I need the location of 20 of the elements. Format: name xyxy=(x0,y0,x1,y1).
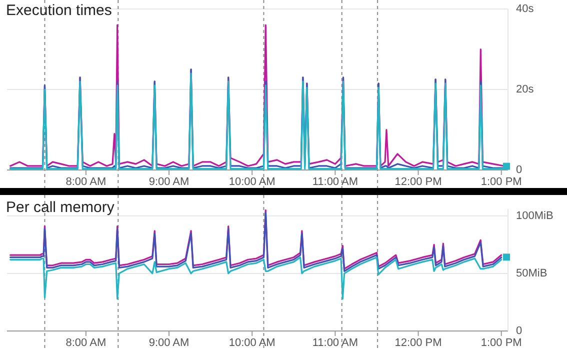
y-tick-label: 20s xyxy=(516,83,534,96)
y-tick-label: 100MiB xyxy=(516,210,554,222)
y-tick-label: 0 xyxy=(516,324,522,337)
x-tick-label: 12:00 PM xyxy=(394,176,442,188)
chart-title: Per call memory xyxy=(6,199,115,216)
x-tick-label: 11:00 AM xyxy=(312,176,358,188)
x-tick-label: 9:00 AM xyxy=(148,337,190,349)
x-tick-label: 12:00 PM xyxy=(394,337,442,349)
x-tick-label: 11:00 AM xyxy=(312,337,358,349)
x-tick-label: 10:00 AM xyxy=(228,176,276,188)
x-tick-label: 8:00 AM xyxy=(66,176,106,188)
y-tick-label: 50MiB xyxy=(516,267,548,280)
x-tick-label: 1:00 PM xyxy=(480,337,522,349)
y-tick-label: 40s xyxy=(516,2,534,15)
x-tick-label: 1:00 PM xyxy=(480,176,522,188)
x-tick-label: 10:00 AM xyxy=(228,337,276,349)
chart-title: Execution times xyxy=(6,2,112,19)
x-tick-label: 8:00 AM xyxy=(66,337,106,349)
y-tick-label: 0 xyxy=(516,164,522,176)
x-tick-label: 9:00 AM xyxy=(148,176,190,188)
